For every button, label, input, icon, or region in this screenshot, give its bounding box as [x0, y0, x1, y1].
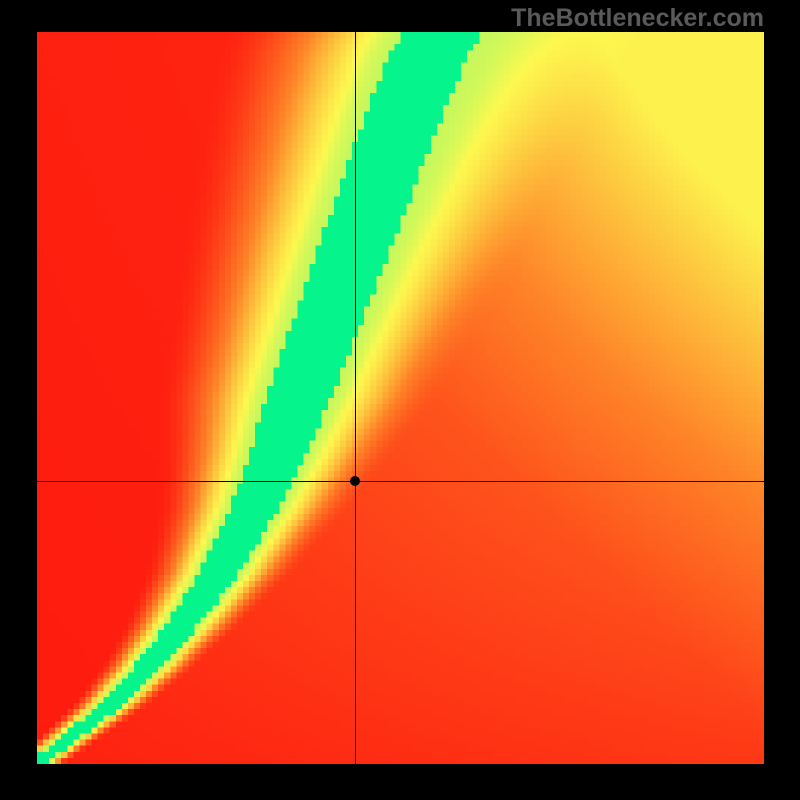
watermark-text: TheBottlenecker.com: [511, 4, 764, 33]
chart-container: TheBottlenecker.com: [0, 0, 800, 800]
crosshair-vertical: [355, 32, 357, 764]
heatmap-plot: [37, 32, 764, 764]
crosshair-horizontal: [37, 481, 764, 483]
crosshair-marker: [350, 476, 360, 486]
